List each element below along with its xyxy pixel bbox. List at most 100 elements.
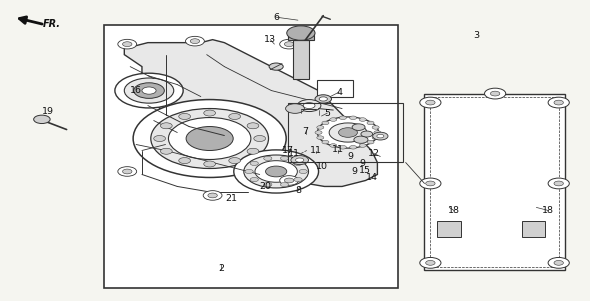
Circle shape bbox=[322, 121, 329, 125]
Circle shape bbox=[322, 140, 329, 144]
Circle shape bbox=[142, 87, 156, 94]
Circle shape bbox=[280, 39, 299, 49]
Circle shape bbox=[185, 36, 204, 46]
Circle shape bbox=[124, 78, 173, 103]
Circle shape bbox=[123, 169, 132, 174]
Text: 19: 19 bbox=[42, 107, 54, 116]
Circle shape bbox=[548, 97, 569, 108]
Circle shape bbox=[284, 178, 294, 183]
Circle shape bbox=[374, 131, 381, 134]
Circle shape bbox=[229, 158, 241, 163]
Text: 9: 9 bbox=[359, 160, 365, 169]
Circle shape bbox=[317, 117, 379, 148]
Circle shape bbox=[250, 161, 258, 166]
Circle shape bbox=[372, 136, 379, 139]
Circle shape bbox=[244, 155, 309, 188]
Circle shape bbox=[280, 182, 289, 187]
Circle shape bbox=[134, 83, 165, 98]
Text: 5: 5 bbox=[324, 109, 330, 118]
Text: 7: 7 bbox=[303, 126, 309, 135]
Text: 9: 9 bbox=[348, 152, 353, 161]
Circle shape bbox=[118, 39, 137, 49]
Circle shape bbox=[425, 100, 435, 105]
Circle shape bbox=[349, 116, 356, 119]
Circle shape bbox=[554, 100, 563, 105]
Circle shape bbox=[359, 118, 366, 121]
Text: 21: 21 bbox=[225, 194, 237, 203]
Circle shape bbox=[269, 63, 283, 70]
Circle shape bbox=[484, 88, 506, 99]
Text: FR.: FR. bbox=[43, 19, 61, 29]
Circle shape bbox=[250, 178, 258, 182]
Text: 15: 15 bbox=[359, 166, 371, 175]
Bar bbox=[317, 80, 353, 97]
Circle shape bbox=[229, 113, 241, 119]
Circle shape bbox=[115, 73, 183, 108]
Circle shape bbox=[280, 176, 299, 185]
Circle shape bbox=[425, 260, 435, 265]
Circle shape bbox=[339, 145, 346, 149]
Text: 18: 18 bbox=[542, 206, 554, 215]
Text: 9: 9 bbox=[352, 167, 358, 176]
Circle shape bbox=[315, 131, 322, 134]
Circle shape bbox=[287, 26, 315, 40]
Circle shape bbox=[264, 156, 272, 160]
Bar bbox=[288, 103, 403, 163]
Circle shape bbox=[373, 132, 388, 140]
Circle shape bbox=[266, 166, 287, 177]
Circle shape bbox=[420, 178, 441, 189]
Circle shape bbox=[255, 161, 297, 182]
Text: 17: 17 bbox=[282, 146, 294, 155]
Circle shape bbox=[329, 123, 367, 142]
Circle shape bbox=[286, 104, 304, 113]
Bar bbox=[437, 221, 461, 237]
Circle shape bbox=[349, 145, 356, 149]
Circle shape bbox=[118, 167, 137, 176]
Text: 11: 11 bbox=[332, 145, 344, 154]
Circle shape bbox=[361, 131, 373, 137]
Circle shape bbox=[247, 148, 259, 154]
Circle shape bbox=[133, 100, 286, 178]
Circle shape bbox=[330, 118, 337, 121]
Bar bbox=[288, 32, 314, 40]
Circle shape bbox=[160, 148, 172, 154]
Text: 18: 18 bbox=[448, 206, 460, 215]
Bar bbox=[522, 221, 545, 237]
Bar bbox=[104, 25, 398, 288]
Circle shape bbox=[317, 136, 324, 139]
Circle shape bbox=[280, 156, 289, 160]
Circle shape bbox=[339, 128, 358, 137]
Circle shape bbox=[296, 158, 304, 162]
Circle shape bbox=[548, 257, 569, 268]
Circle shape bbox=[294, 161, 302, 166]
Text: 10: 10 bbox=[316, 163, 327, 172]
Circle shape bbox=[319, 97, 327, 101]
Circle shape bbox=[372, 126, 379, 129]
Text: 4: 4 bbox=[336, 88, 342, 97]
Text: 11: 11 bbox=[310, 146, 322, 155]
Circle shape bbox=[548, 178, 569, 189]
Circle shape bbox=[377, 134, 384, 138]
Text: 16: 16 bbox=[130, 86, 142, 95]
Circle shape bbox=[554, 260, 563, 265]
Text: 2: 2 bbox=[218, 264, 224, 273]
Circle shape bbox=[203, 191, 222, 200]
Text: 12: 12 bbox=[368, 149, 380, 158]
Text: 3: 3 bbox=[473, 31, 479, 40]
Circle shape bbox=[254, 135, 266, 141]
Circle shape bbox=[317, 126, 324, 129]
Circle shape bbox=[303, 103, 315, 109]
Circle shape bbox=[204, 161, 215, 167]
Circle shape bbox=[245, 169, 253, 174]
Circle shape bbox=[554, 181, 563, 186]
Circle shape bbox=[367, 121, 374, 125]
Circle shape bbox=[34, 115, 50, 123]
Circle shape bbox=[359, 144, 366, 147]
Circle shape bbox=[354, 136, 368, 143]
Circle shape bbox=[179, 113, 191, 119]
Circle shape bbox=[169, 118, 251, 160]
Text: 11: 11 bbox=[288, 149, 300, 158]
Text: 8: 8 bbox=[295, 186, 301, 195]
Circle shape bbox=[367, 140, 374, 144]
Bar bbox=[293, 40, 309, 79]
